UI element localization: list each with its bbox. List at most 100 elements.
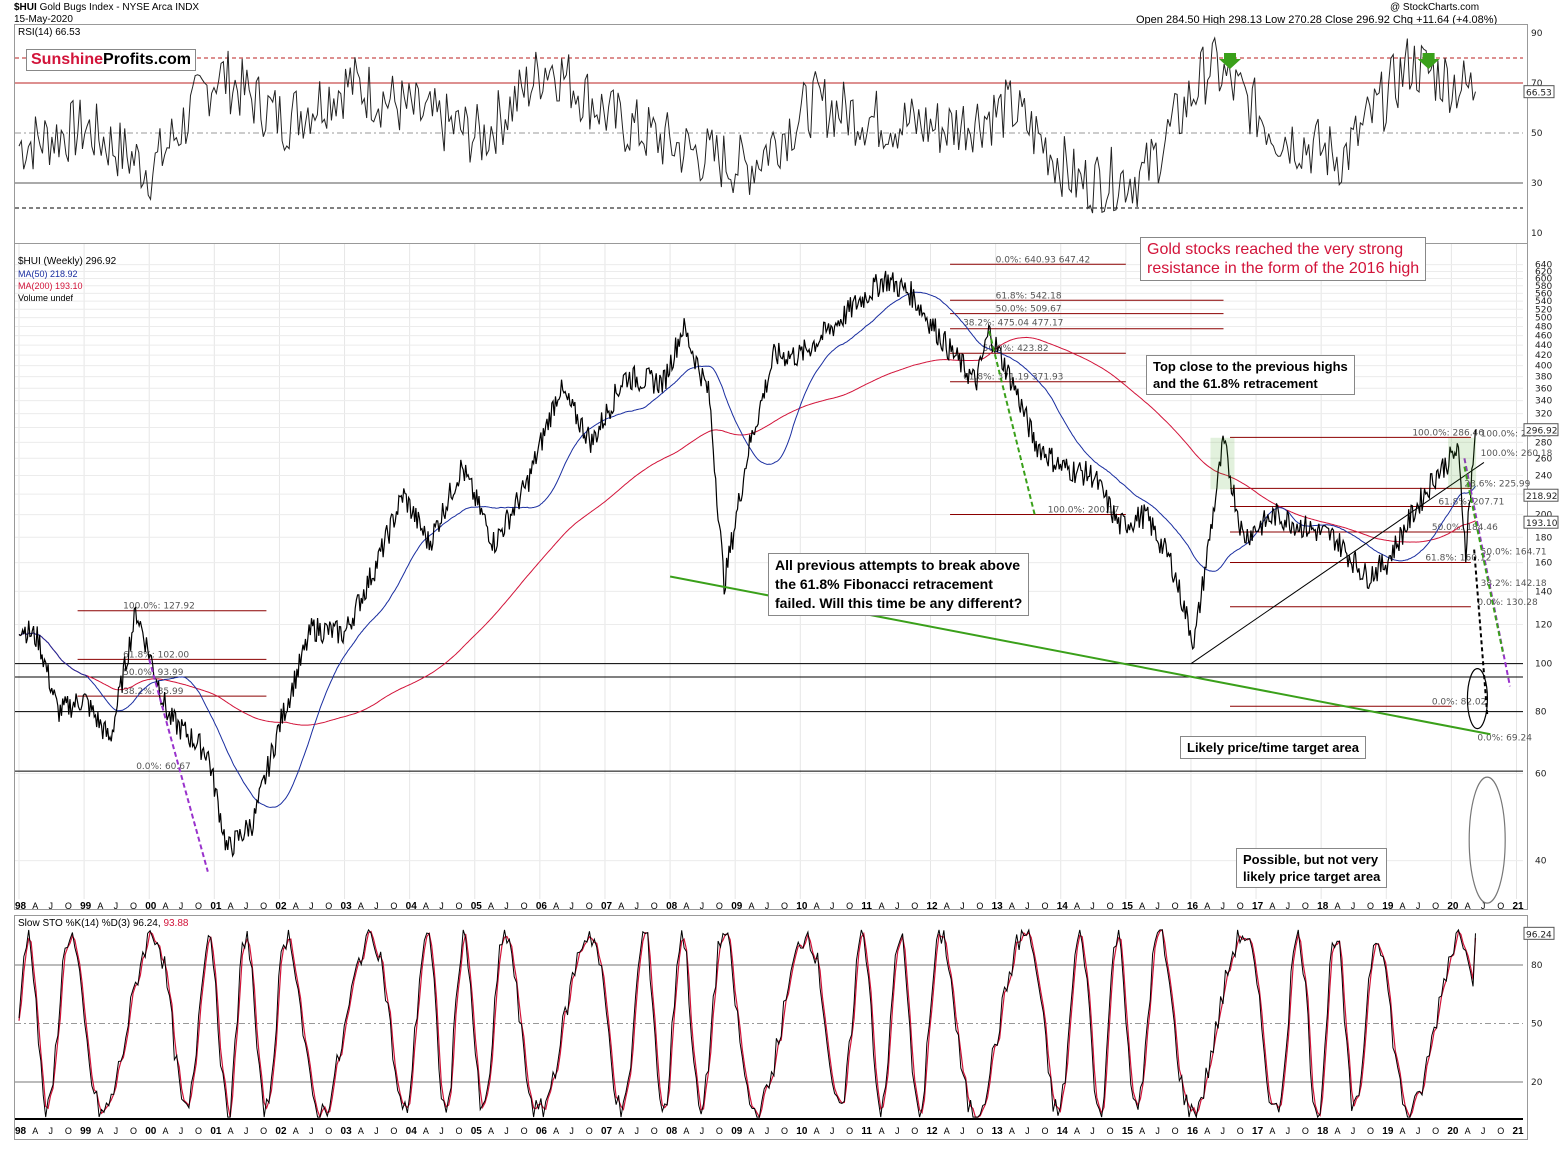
x-year-label: 18 (1317, 901, 1329, 912)
x-month-label: A (488, 901, 494, 911)
x-month-label: O (911, 901, 918, 911)
annotation-top-close-text: Top close to the previous highs and the … (1153, 359, 1348, 391)
x-year-label: 21 (1512, 901, 1524, 912)
price-tick-label: 120 (1535, 620, 1552, 630)
symbol-label: $HUI (14, 2, 37, 13)
price-value-label: 218.92 (1526, 492, 1558, 502)
price-tick-label: 160 (1535, 559, 1552, 569)
stoch-year-label: 00 (145, 1126, 157, 1137)
stoch-month-label: A (1009, 1126, 1015, 1136)
stoch-month-label: J (439, 1126, 444, 1136)
price-tick-label: 140 (1535, 587, 1552, 597)
price-tick-label: 400 (1535, 362, 1552, 372)
highlight-box-2020 (1448, 437, 1477, 490)
price-tick-label: 360 (1535, 384, 1552, 394)
x-year-label: 19 (1382, 901, 1394, 912)
fib-label: 50.0%: 184.46 (1432, 523, 1498, 533)
stoch-year-label: 05 (471, 1126, 483, 1137)
fib-label: 61.8%: 542.18 (996, 291, 1062, 301)
x-month-label: J (960, 901, 965, 911)
x-month-label: O (455, 901, 462, 911)
stoch-month-label: J (830, 1126, 835, 1136)
stoch-month-label: O (455, 1126, 462, 1136)
x-month-label: A (683, 901, 689, 911)
fib-label: 38.2%: 85.99 (123, 687, 184, 697)
stoch-year-label: 01 (210, 1126, 222, 1137)
x-month-label: A (748, 901, 754, 911)
x-year-label: 99 (80, 901, 92, 912)
x-month-label: O (195, 901, 202, 911)
price-tick-label: 640 (1535, 261, 1552, 271)
stoch-month-label: O (325, 1126, 332, 1136)
fib-label: 0.0%: 82.02 (1432, 697, 1487, 707)
fib-label: 23.6%: 225.99 (1464, 479, 1530, 489)
stoch-year-label: 06 (536, 1126, 548, 1137)
stoch-month-label: O (260, 1126, 267, 1136)
annotation-likely-text: Likely price/time target area (1187, 740, 1359, 755)
x-year-label: 04 (406, 901, 418, 912)
fib-label: 50.0%: 509.67 (996, 305, 1062, 315)
x-month-label: J (700, 901, 705, 911)
x-month-label: A (618, 901, 624, 911)
annotation-likely: Likely price/time target area (1180, 736, 1366, 759)
stoch-month-label: A (1269, 1126, 1275, 1136)
legend-ma200: MA(200) 193.10 (18, 281, 83, 291)
x-month-label: O (1497, 901, 1504, 911)
ohlc-readout: Open 284.50 High 298.13 Low 270.28 Close… (1136, 14, 1498, 26)
stoch-month-label: J (1221, 1126, 1226, 1136)
price-tick-label: 480 (1535, 322, 1552, 332)
x-month-label: O (1172, 901, 1179, 911)
copyright-label: @ StockCharts.com (1390, 2, 1480, 13)
x-year-label: 98 (15, 901, 27, 912)
stoch-month-label: O (65, 1126, 72, 1136)
price-tick-label: 580 (1535, 282, 1552, 292)
stoch-month-label: J (1286, 1126, 1291, 1136)
stoch-year-label: 18 (1317, 1126, 1329, 1137)
stoch-month-label: J (765, 1126, 770, 1136)
annotation-top-close: Top close to the previous highs and the … (1146, 355, 1355, 395)
green-dashed-trendline (1463, 466, 1505, 656)
x-month-label: J (179, 901, 184, 911)
x-month-label: O (976, 901, 983, 911)
rsi-last-value-box (1523, 85, 1555, 99)
stoch-month-label: J (244, 1126, 249, 1136)
stoch-month-label: A (879, 1126, 885, 1136)
stoch-year-label: 11 (861, 1126, 872, 1137)
fib-label: 61.8%: 160.12 (1425, 553, 1491, 563)
stoch-month-label: J (309, 1126, 314, 1136)
annotation-attempts-text: All previous attempts to break above the… (775, 557, 1023, 611)
price-tick-label: 100 (1535, 660, 1552, 670)
x-month-label: O (846, 901, 853, 911)
stoch-month-label: J (1025, 1126, 1030, 1136)
x-year-label: 00 (145, 901, 157, 912)
x-month-label: J (1155, 901, 1160, 911)
stoch-month-label: J (1416, 1126, 1421, 1136)
x-month-label: O (390, 901, 397, 911)
fib-label: 38.2%: 142.18 (1481, 579, 1547, 589)
stoch-month-label: A (32, 1126, 38, 1136)
x-month-label: O (1302, 901, 1309, 911)
x-month-label: O (260, 901, 267, 911)
stoch-year-label: 07 (601, 1126, 613, 1137)
stoch-last-value: 96.24 (1526, 930, 1552, 940)
x-month-label: A (1465, 901, 1471, 911)
stoch-month-label: O (1041, 1126, 1048, 1136)
stoch-month-label: J (504, 1126, 509, 1136)
x-month-label: A (1009, 901, 1015, 911)
logo-part1: Sunshine (31, 51, 104, 68)
stoch-month-label: O (1497, 1126, 1504, 1136)
stoch-legend-k: Slow STO %K(14) %D(3) 96.24, (18, 918, 161, 929)
x-month-label: O (781, 901, 788, 911)
rsi-tick-label: 90 (1531, 29, 1543, 39)
x-month-label: O (1367, 901, 1374, 911)
x-year-label: 15 (1122, 901, 1134, 912)
stoch-year-label: 17 (1252, 1126, 1264, 1137)
stoch-month-label: A (1139, 1126, 1145, 1136)
fib-label: 0.0%: 130.28 (1477, 598, 1538, 608)
fib-label: 50.0%: 164.71 (1481, 547, 1547, 557)
stoch-month-label: J (374, 1126, 379, 1136)
x-year-label: 05 (471, 901, 483, 912)
fib-label: 100.0%: 286.46 (1412, 428, 1484, 438)
annotation-resistance: Gold stocks reached the very strong resi… (1140, 237, 1427, 281)
price-tick-label: 80 (1535, 708, 1547, 718)
